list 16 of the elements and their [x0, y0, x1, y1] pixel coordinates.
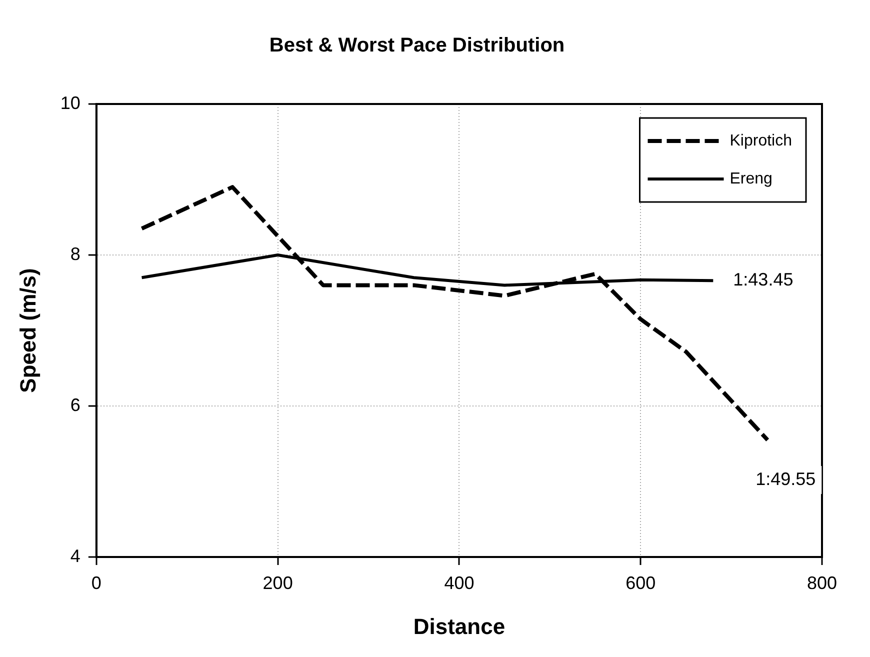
x-tick-label: 200 — [262, 572, 293, 593]
y-tick-label: 4 — [70, 546, 80, 566]
y-tick-label: 6 — [70, 394, 80, 415]
x-tick-label: 400 — [444, 572, 474, 593]
chart-title: Best & Worst Pace Distribution — [269, 34, 565, 57]
x-tick-label: 0 — [91, 572, 102, 593]
legend-label: Ereng — [730, 170, 772, 188]
annotation: 1:49.55 — [756, 468, 816, 489]
y-tick-label: 8 — [70, 244, 80, 264]
x-axis-title: Distance — [413, 614, 506, 639]
y-tick-label: 10 — [60, 92, 80, 113]
x-tick-label: 600 — [626, 572, 656, 593]
y-axis-title: Speed (m/s) — [15, 268, 40, 393]
annotation: 1:43.45 — [733, 270, 794, 290]
x-tick-label: 800 — [806, 572, 838, 593]
legend-label: Kiprotich — [730, 132, 792, 150]
